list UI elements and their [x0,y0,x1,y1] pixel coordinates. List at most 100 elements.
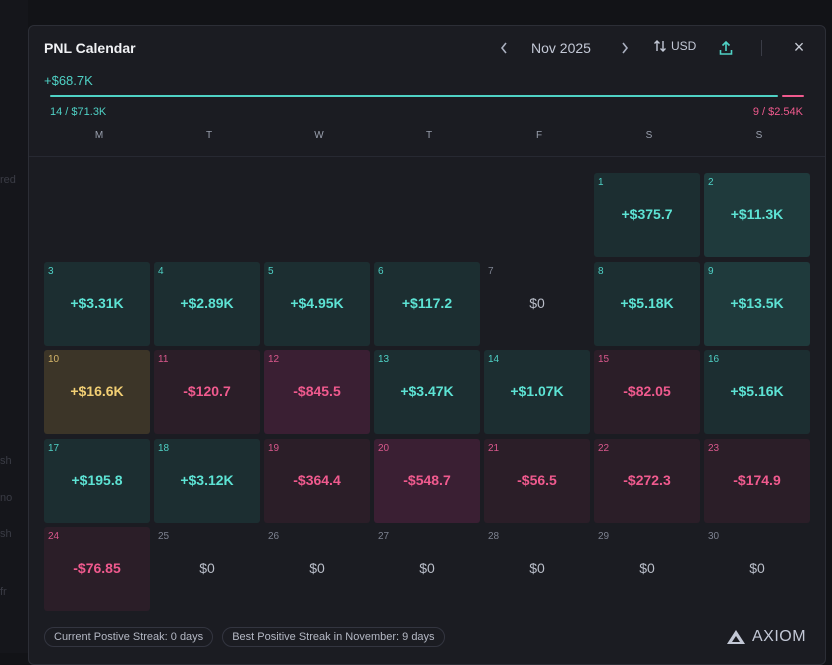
chevron-left-icon [500,42,507,54]
calendar-day-cell[interactable]: 1 +$375.7 [594,173,700,257]
day-pnl-value: +$1.07K [510,383,564,399]
day-pnl-value: +$4.95K [290,294,344,311]
negative-ratio-bar [782,95,804,97]
weekday-label: M [94,130,104,141]
calendar-day-cell[interactable]: 13 +$3.47K [374,350,480,434]
day-pnl-value: $0 [309,560,325,576]
calendar-day-cell[interactable]: 22 -$272.3 [594,438,700,523]
calendar-day-cell[interactable]: 4 +$2.89K [154,261,260,346]
streak-summary: Current Postive Streak: 0 days Best Posi… [44,627,445,647]
day-number: 18 [158,442,170,454]
day-number: 3 [48,265,54,277]
weekday-label: S [645,130,653,141]
brand-logo: AXIOM [726,628,806,646]
share-upload-icon [719,40,733,55]
prev-month-button[interactable] [497,38,511,58]
month-label: Nov 2025 [531,40,591,56]
header-separator [29,156,825,157]
calendar-day-cell[interactable]: 9 +$13.5K [704,261,810,346]
calendar-day-cell[interactable]: 23 -$174.9 [704,438,810,523]
day-pnl-value: $0 [529,294,545,311]
weekday-label: W [314,130,324,141]
calendar-day-cell[interactable]: 20 -$548.7 [374,438,480,523]
day-pnl-value: $0 [749,560,765,576]
weekday-label: T [425,130,433,141]
share-button[interactable] [718,40,734,56]
day-number: 23 [708,442,720,454]
day-pnl-value: $0 [529,560,545,576]
positive-days-stat: 14 / $71.3K [50,106,107,118]
calendar-day-cell[interactable]: 26 $0 [264,527,370,611]
calendar-day-cell[interactable]: 21 -$56.5 [484,438,590,523]
calendar-day-cell[interactable]: 14 +$1.07K [484,350,590,434]
calendar-day-cell[interactable]: 27 $0 [374,527,480,611]
day-pnl-value: -$364.4 [293,471,341,488]
day-number: 12 [268,354,280,365]
day-number: 24 [48,531,60,542]
calendar-day-cell[interactable]: 28 $0 [484,527,590,611]
day-pnl-value: +$375.7 [621,206,673,222]
calendar-day-cell[interactable]: 18 +$3.12K [154,438,260,523]
day-number: 16 [708,354,720,365]
calendar-day-cell[interactable]: 12 -$845.5 [264,350,370,434]
day-pnl-value: $0 [199,560,215,576]
calendar-day-cell[interactable]: 29 $0 [594,527,700,611]
background-app: red sh no sh fr [0,0,28,653]
day-pnl-value: +$3.47K [400,383,454,399]
calendar-day-cell[interactable]: 24 -$76.85 [44,527,150,611]
best-streak-badge: Best Positive Streak in November: 9 days [222,627,445,647]
calendar-day-cell[interactable]: 17 +$195.8 [44,438,150,523]
pnl-calendar-panel: PNL Calendar Nov 2025 USD × +$68.7K 14 /… [28,25,826,665]
day-pnl-value: $0 [639,560,655,576]
day-number: 10 [48,354,60,365]
day-pnl-value: +$195.8 [71,471,123,488]
calendar-day-cell[interactable]: 25 $0 [154,527,260,611]
weekday-label: S [755,130,763,141]
calendar-day-cell[interactable]: 2 +$11.3K [704,173,810,257]
day-pnl-value: +$117.2 [401,294,453,311]
header-divider [761,40,762,56]
total-pnl: +$68.7K [44,73,93,88]
currency-toggle[interactable]: USD [653,39,696,53]
next-month-button[interactable] [618,38,632,58]
day-pnl-value: +$2.89K [180,294,234,311]
day-number: 15 [598,354,610,365]
panel-title: PNL Calendar [44,40,136,56]
day-number: 1 [598,177,604,188]
day-number: 13 [378,354,390,365]
day-pnl-value: +$3.31K [70,294,124,311]
day-number: 20 [378,442,390,454]
calendar-day-cell[interactable]: 6 +$117.2 [374,261,480,346]
calendar-day-cell[interactable]: 30 $0 [704,527,810,611]
chevron-right-icon [622,42,629,54]
calendar-day-cell[interactable]: 3 +$3.31K [44,261,150,346]
day-pnl-value: -$76.85 [73,560,121,576]
calendar-day-cell[interactable]: 5 +$4.95K [264,261,370,346]
calendar-day-cell[interactable]: 19 -$364.4 [264,438,370,523]
day-pnl-value: $0 [419,560,435,576]
day-pnl-value: +$5.18K [620,294,674,311]
calendar-day-cell[interactable]: 15 -$82.05 [594,350,700,434]
background-text: fr [0,586,7,598]
day-number: 4 [158,265,164,277]
swap-vertical-icon [654,40,666,52]
close-button[interactable]: × [791,38,807,56]
positive-ratio-bar [50,95,778,97]
calendar-day-cell[interactable]: 8 +$5.18K [594,261,700,346]
day-number: 19 [268,442,280,454]
negative-days-stat: 9 / $2.54K [752,106,803,118]
calendar-day-cell[interactable]: 16 +$5.16K [704,350,810,434]
currency-label: USD [671,39,697,53]
weekday-label: T [205,130,213,141]
day-pnl-value: -$272.3 [623,471,671,488]
calendar-day-cell[interactable]: 10 +$16.6K [44,350,150,434]
calendar-day-cell[interactable]: 11 -$120.7 [154,350,260,434]
background-text: sh [0,528,12,540]
day-pnl-value: -$82.05 [623,383,671,399]
day-number: 5 [268,265,274,277]
current-streak-badge: Current Postive Streak: 0 days [44,627,214,647]
calendar-day-cell[interactable]: 7 $0 [484,262,590,346]
day-pnl-value: -$120.7 [183,383,231,399]
background-text: red [0,174,16,186]
day-number: 21 [488,442,500,454]
